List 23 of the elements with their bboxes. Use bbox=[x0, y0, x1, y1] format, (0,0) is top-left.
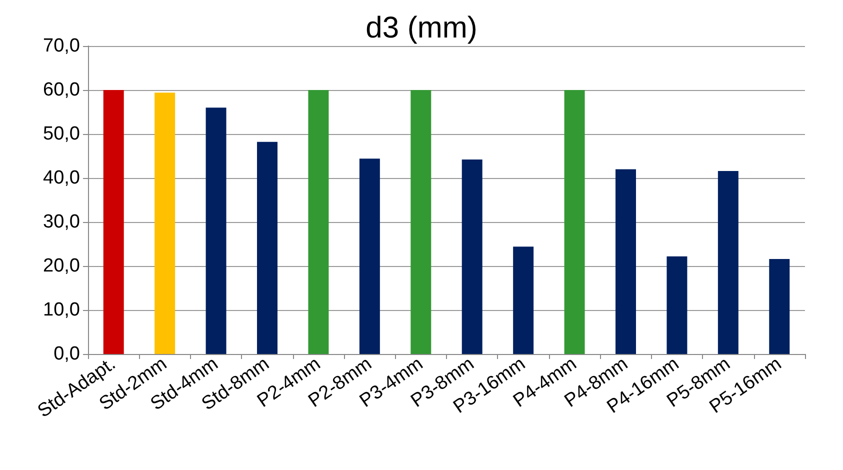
bar bbox=[616, 169, 636, 354]
bar bbox=[206, 108, 226, 354]
bar bbox=[513, 246, 534, 354]
y-tick-label: 70,0 bbox=[43, 36, 80, 56]
bar bbox=[564, 90, 585, 354]
bar bbox=[154, 92, 176, 354]
y-tick-label: 60,0 bbox=[43, 80, 80, 100]
y-tick-label: 40,0 bbox=[43, 168, 80, 188]
y-tick-label: 20,0 bbox=[43, 256, 80, 276]
y-tick-label: 50,0 bbox=[43, 124, 80, 144]
chart-title: d3 (mm) bbox=[366, 12, 478, 44]
bar bbox=[103, 90, 124, 354]
bar bbox=[308, 90, 329, 354]
bar bbox=[359, 158, 380, 354]
bar bbox=[462, 160, 482, 354]
y-tick-label: 0,0 bbox=[54, 344, 80, 364]
bar bbox=[257, 142, 278, 354]
bar bbox=[666, 256, 688, 354]
bar bbox=[769, 258, 790, 354]
bar bbox=[718, 170, 738, 354]
bar bbox=[410, 90, 432, 354]
y-tick-label: 30,0 bbox=[43, 212, 80, 232]
y-tick-label: 10,0 bbox=[43, 300, 80, 320]
